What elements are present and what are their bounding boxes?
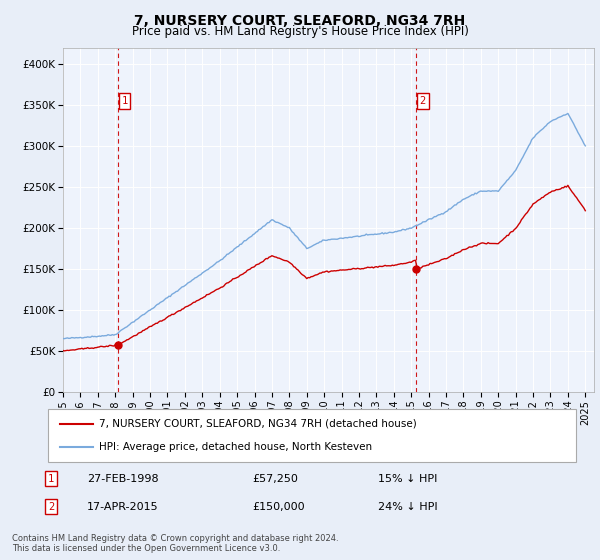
Text: £57,250: £57,250 <box>252 474 298 484</box>
Text: 15% ↓ HPI: 15% ↓ HPI <box>378 474 437 484</box>
Text: £150,000: £150,000 <box>252 502 305 512</box>
Text: 2: 2 <box>48 502 54 512</box>
Text: 7, NURSERY COURT, SLEAFORD, NG34 7RH (detached house): 7, NURSERY COURT, SLEAFORD, NG34 7RH (de… <box>99 419 417 429</box>
Text: 27-FEB-1998: 27-FEB-1998 <box>87 474 158 484</box>
Text: 7, NURSERY COURT, SLEAFORD, NG34 7RH: 7, NURSERY COURT, SLEAFORD, NG34 7RH <box>134 14 466 28</box>
Text: Contains HM Land Registry data © Crown copyright and database right 2024.
This d: Contains HM Land Registry data © Crown c… <box>12 534 338 553</box>
Text: HPI: Average price, detached house, North Kesteven: HPI: Average price, detached house, Nort… <box>99 442 372 452</box>
Text: 24% ↓ HPI: 24% ↓ HPI <box>378 502 437 512</box>
Text: 1: 1 <box>48 474 54 484</box>
Text: 2: 2 <box>420 96 426 106</box>
Text: 17-APR-2015: 17-APR-2015 <box>87 502 158 512</box>
Text: 1: 1 <box>121 96 128 106</box>
Text: Price paid vs. HM Land Registry's House Price Index (HPI): Price paid vs. HM Land Registry's House … <box>131 25 469 38</box>
